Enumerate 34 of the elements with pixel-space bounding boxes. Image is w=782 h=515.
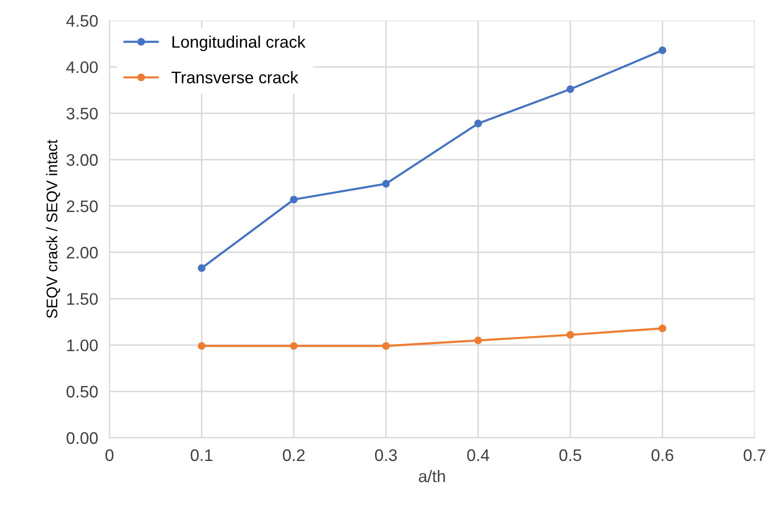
x-tick-label: 0.7 <box>744 449 766 462</box>
y-tick-label: 1.50 <box>67 293 98 305</box>
point <box>290 196 298 204</box>
point <box>566 85 574 94</box>
point <box>198 342 206 350</box>
x-tick-label: 0 <box>105 449 114 462</box>
legend-label: Transverse crack <box>172 71 298 84</box>
x-tick-label: 0.5 <box>559 449 582 462</box>
point <box>658 324 666 332</box>
point <box>474 120 482 128</box>
y-tick-label: 4.50 <box>66 15 98 27</box>
point <box>566 331 574 339</box>
y-tick-label: 1.00 <box>67 339 98 352</box>
y-tick-label: 4.00 <box>66 61 98 74</box>
point <box>658 46 666 54</box>
x-tick-label: 0.2 <box>282 449 305 462</box>
point <box>198 264 206 272</box>
point <box>382 342 390 350</box>
y-tick-label: 0.50 <box>66 386 98 398</box>
x-tick-label: 0.6 <box>652 449 674 462</box>
point <box>290 342 298 350</box>
point <box>474 336 482 344</box>
x-tick-label: 0.4 <box>467 449 490 462</box>
x-tick-label: 0.3 <box>375 449 397 462</box>
y-tick-label: 3.00 <box>66 154 98 166</box>
x-axis-title: a/th <box>418 470 445 482</box>
legend-label: Longitudinal crack <box>172 36 306 52</box>
y-tick-label: 3.50 <box>66 108 98 120</box>
x-tick-label: 0.1 <box>190 449 212 462</box>
y-tick-label: 2.00 <box>66 246 98 259</box>
y-axis-title: SEQV crack / SEQV intact <box>46 140 60 318</box>
y-tick-label: 2.50 <box>66 200 98 212</box>
y-tick-label: 0.00 <box>66 432 98 444</box>
point <box>382 180 390 188</box>
